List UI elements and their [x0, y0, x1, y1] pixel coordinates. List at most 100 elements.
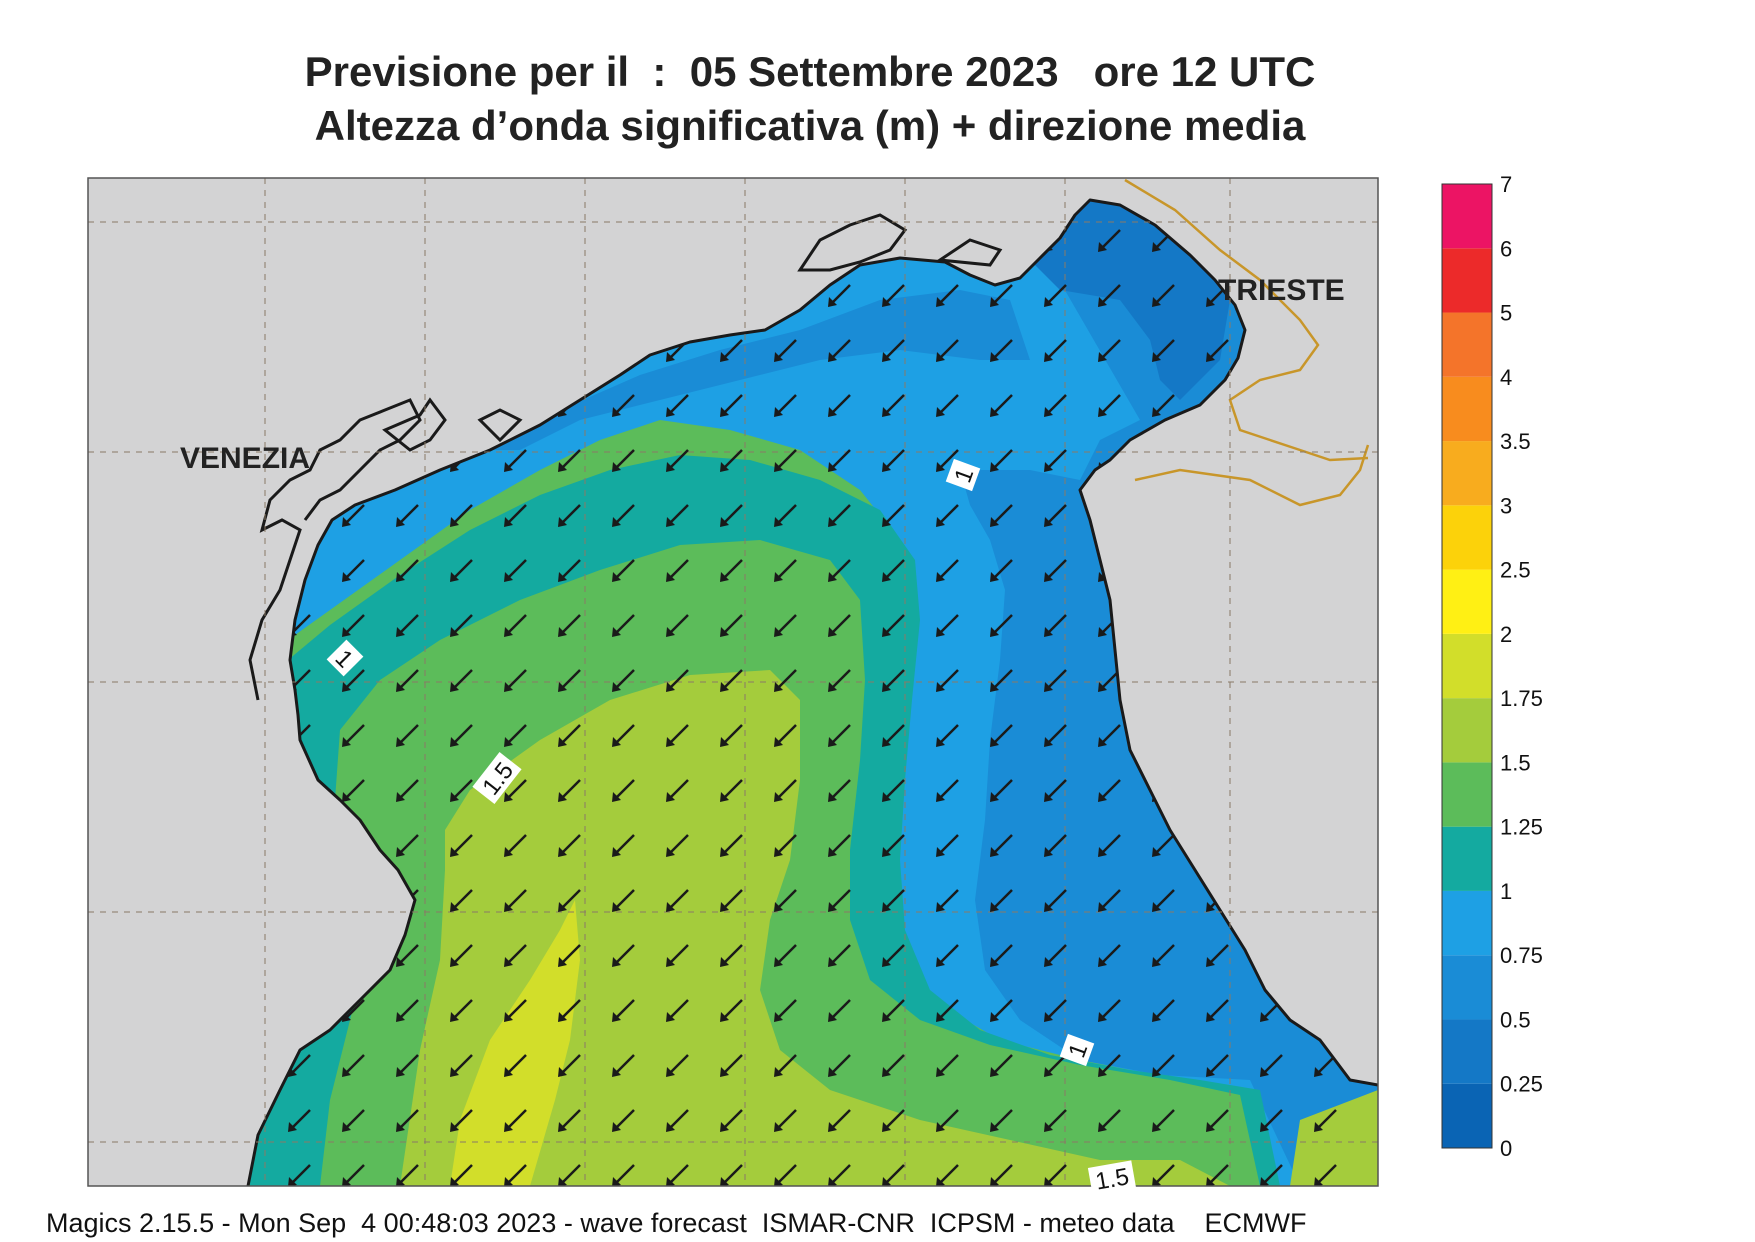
direction-arrow: [720, 1054, 743, 1077]
direction-arrow: [504, 724, 527, 747]
direction-arrow: [828, 1109, 851, 1132]
direction-arrow: [936, 779, 959, 802]
direction-arrow: [1044, 1164, 1067, 1186]
direction-arrow: [612, 944, 635, 967]
direction-arrow: [882, 724, 905, 747]
direction-arrow: [990, 889, 1013, 912]
direction-arrow: [828, 669, 851, 692]
direction-arrow: [1152, 1054, 1175, 1077]
direction-arrow: [396, 944, 419, 967]
direction-arrow: [666, 614, 689, 637]
legend-tick-label: 0.5: [1500, 1007, 1531, 1032]
direction-arrow: [342, 779, 365, 802]
direction-arrow: [720, 669, 743, 692]
direction-arrow: [504, 834, 527, 857]
direction-arrow: [396, 724, 419, 747]
border-line-south: [1134, 444, 1370, 507]
direction-arrow: [774, 1164, 797, 1186]
direction-arrow: [990, 1164, 1013, 1186]
direction-arrow: [720, 834, 743, 857]
direction-arrow: [1152, 944, 1175, 967]
direction-arrow: [990, 284, 1013, 307]
direction-arrow: [990, 944, 1013, 967]
direction-arrow: [450, 889, 473, 912]
legend-swatch: [1442, 698, 1492, 763]
direction-arrow: [828, 779, 851, 802]
direction-arrow: [990, 449, 1013, 472]
direction-arrow: [882, 504, 905, 527]
direction-arrow: [720, 504, 743, 527]
direction-arrow: [774, 669, 797, 692]
city-label-trieste: TRIESTE: [1218, 274, 1345, 307]
direction-arrow: [396, 504, 419, 527]
direction-arrow: [396, 999, 419, 1022]
direction-arrow: [1098, 944, 1121, 967]
graticule: [88, 178, 1378, 1186]
direction-arrow: [1098, 1054, 1121, 1077]
direction-arrow: [612, 1109, 635, 1132]
direction-arrow: [720, 614, 743, 637]
map-subtitle: Altezza d’onda significativa (m) + direz…: [314, 102, 1306, 149]
direction-arrow: [1206, 1054, 1229, 1077]
direction-arrow: [666, 944, 689, 967]
contour-label-1-5-south: 1.5: [1087, 1160, 1137, 1196]
direction-arrow: [504, 944, 527, 967]
legend-tick-label: 7: [1500, 172, 1512, 197]
legend-swatch: [1442, 248, 1492, 313]
direction-arrow: [882, 779, 905, 802]
direction-arrow: [612, 889, 635, 912]
legend-swatch: [1442, 890, 1492, 956]
direction-arrow: [1044, 339, 1067, 362]
direction-arrow: [882, 834, 905, 857]
direction-arrow: [828, 999, 851, 1022]
direction-arrow: [612, 724, 635, 747]
direction-arrow: [1206, 1164, 1229, 1186]
direction-arrow: [666, 504, 689, 527]
direction-arrow: [936, 944, 959, 967]
direction-arrow: [1044, 944, 1067, 967]
direction-arrow: [612, 504, 635, 527]
direction-arrow: [882, 1164, 905, 1186]
direction-arrow: [882, 394, 905, 417]
legend-tick-label: 3.5: [1500, 429, 1531, 454]
direction-arrow: [1044, 724, 1067, 747]
direction-arrow: [1098, 339, 1121, 362]
direction-arrow: [1044, 889, 1067, 912]
direction-arrow: [720, 559, 743, 582]
direction-arrow: [558, 779, 581, 802]
direction-arrow: [774, 504, 797, 527]
direction-arrow: [936, 614, 959, 637]
direction-arrow: [1098, 394, 1121, 417]
direction-arrow: [936, 559, 959, 582]
legend-tick-label: 1.5: [1500, 750, 1531, 775]
direction-arrow: [342, 1054, 365, 1077]
legend-swatch: [1442, 312, 1492, 377]
direction-arrow: [720, 944, 743, 967]
direction-arrow: [936, 339, 959, 362]
legend-swatch: [1442, 955, 1492, 1020]
direction-arrow: [774, 724, 797, 747]
direction-arrow: [936, 449, 959, 472]
direction-arrow: [774, 614, 797, 637]
direction-arrow: [558, 1054, 581, 1077]
direction-arrow: [666, 449, 689, 472]
direction-arrow: [504, 614, 527, 637]
direction-arrow: [1098, 284, 1121, 307]
legend-swatch: [1442, 441, 1492, 506]
direction-arrow: [450, 669, 473, 692]
direction-arrow: [936, 889, 959, 912]
direction-arrow: [882, 1054, 905, 1077]
direction-arrow: [936, 504, 959, 527]
direction-arrow: [666, 834, 689, 857]
direction-arrow: [774, 1054, 797, 1077]
direction-arrow: [612, 669, 635, 692]
direction-arrow: [1044, 449, 1067, 472]
direction-arrow: [1098, 834, 1121, 857]
direction-arrow: [990, 779, 1013, 802]
direction-arrow: [720, 889, 743, 912]
direction-arrow: [882, 944, 905, 967]
legend-tick-label: 2.5: [1500, 558, 1531, 583]
legend-swatch: [1442, 184, 1492, 249]
direction-arrow: [828, 1164, 851, 1186]
